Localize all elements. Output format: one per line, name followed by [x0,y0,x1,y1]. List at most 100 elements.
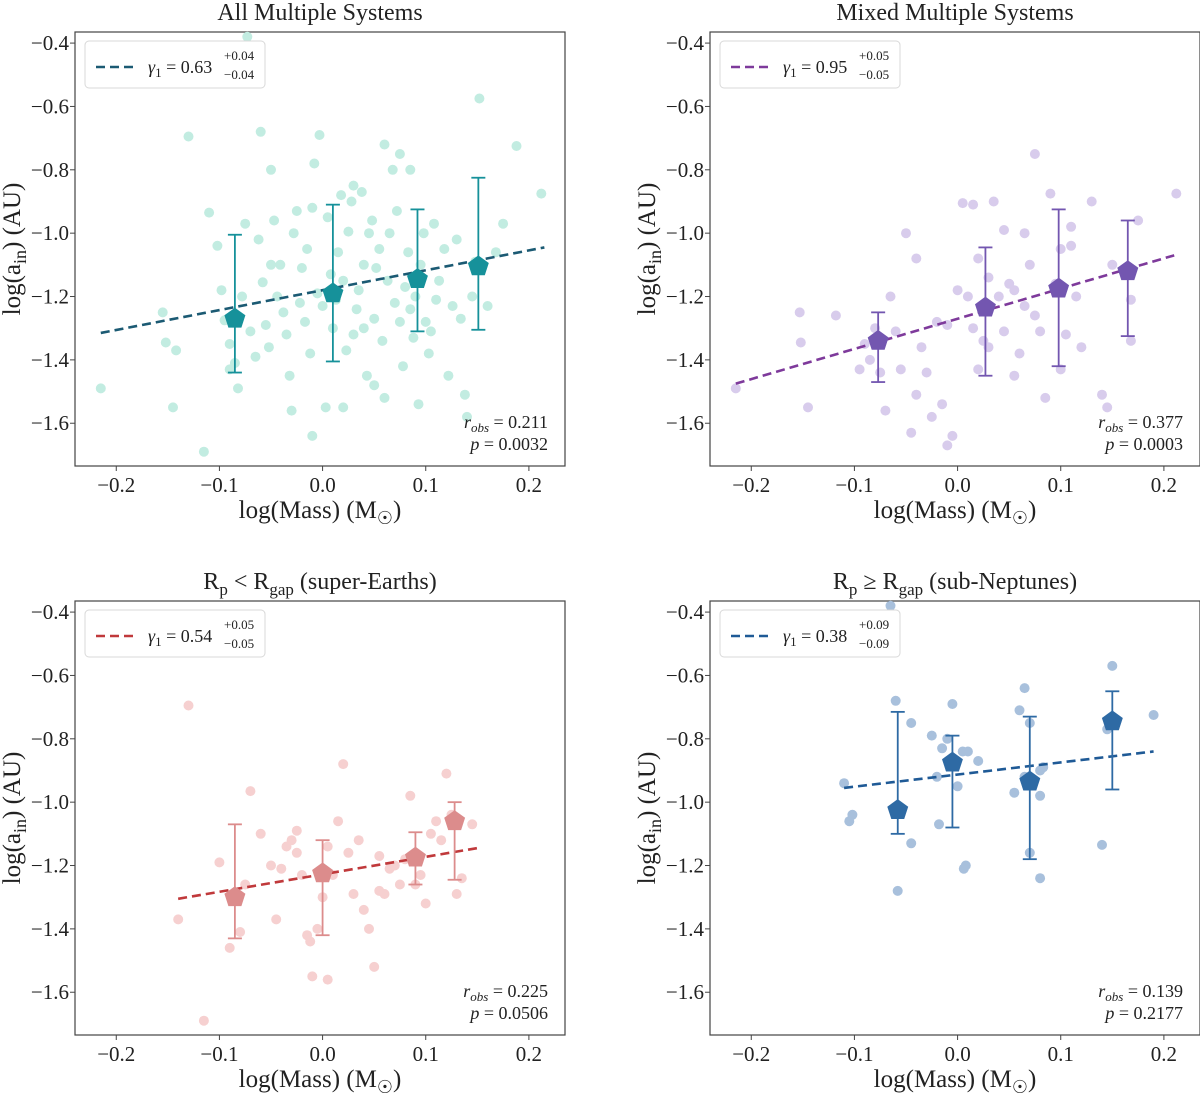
data-point [1171,188,1182,199]
data-point [423,348,434,359]
data-point [224,942,235,953]
y-tick-label: −1.4 [666,348,705,372]
data-point [348,180,359,191]
y-axis-label: log(ain) (AU) [0,752,30,885]
data-point [1066,240,1077,251]
data-point [892,885,903,896]
data-point [260,320,271,330]
data-point [255,126,266,137]
data-point [952,285,963,296]
data-point [346,196,357,207]
data-point [322,841,333,852]
data-point [408,332,419,343]
data-point [443,370,454,381]
x-tick-label: 0.0 [944,1042,970,1066]
data-point [216,285,227,296]
data-point [962,291,973,302]
data-point [1014,348,1025,359]
data-point [237,291,248,302]
x-tick-label: 0.2 [1151,473,1177,497]
data-point [916,342,927,353]
y-tick-label: −1.6 [666,980,704,1004]
fit-line [177,846,478,901]
y-tick-label: −0.8 [31,158,69,182]
data-point [325,269,336,280]
binned-median-marker [1019,770,1041,791]
data-point [281,329,292,340]
data-point [1019,301,1030,311]
fit-line [735,254,1175,385]
data-point [1148,710,1159,720]
data-point [434,275,445,286]
data-point [934,819,944,830]
data-point [294,297,305,308]
data-point [847,809,858,820]
data-point [456,873,467,884]
y-tick-label: −0.8 [666,727,704,751]
data-point [854,364,865,375]
y-tick-label: −1.0 [31,221,69,245]
y-tick-label: −1.2 [666,285,704,309]
data-point [462,411,472,422]
legend-label: γ1 = 0.38 [783,626,847,649]
binned-median-marker [942,751,963,772]
data-point [263,342,274,353]
p-value-stat: p = 0.0032 [468,434,548,454]
chart-title: All Multiple Systems [217,0,422,26]
data-point [885,600,896,611]
data-point [379,139,390,150]
legend-upper-error: +0.05 [859,48,889,63]
y-tick-label: −1.2 [666,854,704,878]
x-tick-label: 0.0 [309,1042,335,1066]
data-point [415,870,426,880]
data-point [1019,228,1030,239]
fit-line [843,750,1154,790]
y-tick-label: −0.6 [31,94,69,118]
data-point [338,275,349,286]
y-tick-label: −1.2 [31,854,69,878]
data-point [451,889,462,899]
x-tick-label: 0.2 [516,473,542,497]
data-point [906,427,917,438]
data-point [353,835,364,846]
chart-title: Rp < Rgap (super-Earths) [203,569,436,599]
x-tick-label: 0.1 [413,473,439,497]
data-point [307,971,318,982]
data-point [410,291,421,302]
data-point [1009,787,1020,798]
data-point [999,225,1009,235]
data-point [962,746,973,757]
data-point [245,786,256,797]
y-tick-label: −0.4 [31,600,70,624]
x-tick-label: 0.1 [413,1042,439,1066]
data-point [942,440,953,451]
data-point [864,354,875,365]
data-point [482,301,493,311]
data-point [296,263,307,273]
data-point [266,164,276,175]
data-point [343,847,354,858]
x-axis-label: log(Mass) (M☉) [874,497,1037,528]
data-point [447,301,458,311]
data-point [906,838,917,849]
data-point [474,93,485,104]
r-obs-stat: robs = 0.377 [1098,412,1183,435]
data-point [369,313,380,324]
y-tick-label: −1.0 [31,790,69,814]
y-tick-label: −0.4 [666,31,705,55]
x-tick-label: 0.2 [1151,1042,1177,1066]
data-point [405,164,416,175]
data-point [394,879,405,890]
data-point [198,1015,209,1026]
data-point [291,206,302,216]
data-point [384,228,395,239]
data-point [988,196,999,207]
data-point [1009,370,1020,381]
data-point [952,781,963,792]
data-point [926,730,937,741]
data-point [1040,392,1051,403]
legend-label: γ1 = 0.63 [148,57,212,80]
data-point [1076,342,1087,353]
y-axis-label: log(ain) (AU) [634,183,665,316]
data-point [795,337,806,348]
